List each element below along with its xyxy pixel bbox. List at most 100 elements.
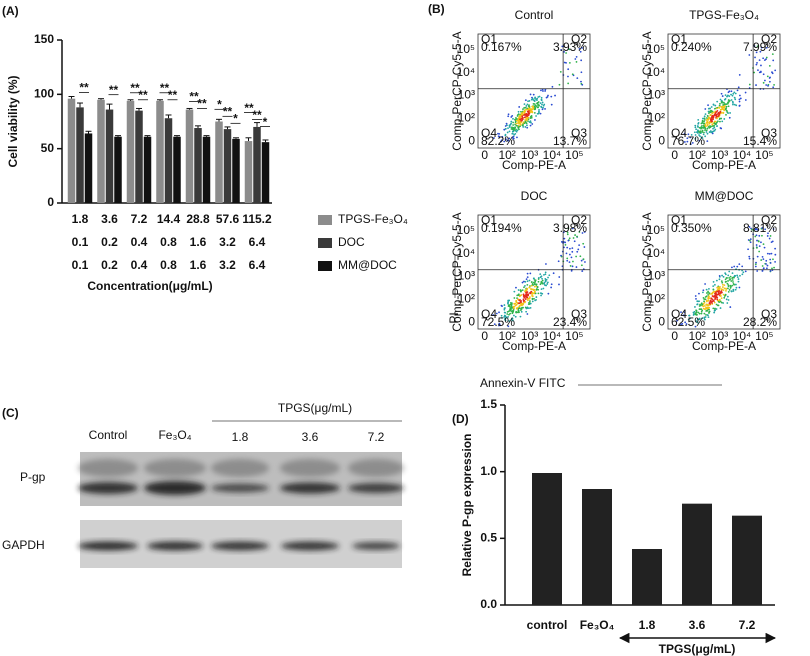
- event-dot: [711, 295, 714, 297]
- concentration-label: 3.2: [219, 235, 236, 249]
- event-dot: [771, 53, 774, 56]
- event-dot: [756, 246, 758, 249]
- event-dot: [720, 92, 723, 95]
- event-dot: [531, 282, 534, 285]
- event-dot: [726, 295, 729, 298]
- event-dot: [497, 132, 499, 135]
- event-dot: [748, 257, 751, 260]
- concentration-label: 3.6: [101, 212, 118, 226]
- event-dot: [728, 270, 731, 273]
- event-dot: [507, 127, 509, 130]
- event-dot: [578, 244, 581, 246]
- event-dot: [738, 104, 741, 107]
- event-dot: [545, 284, 548, 287]
- quadrant-value: 0.350%: [671, 221, 712, 235]
- event-dot: [734, 283, 737, 286]
- event-dot: [524, 289, 527, 292]
- event-dot: [762, 73, 765, 76]
- flow-x-tick: 10⁵: [755, 148, 773, 162]
- event-dot: [508, 126, 511, 128]
- event-dot: [708, 121, 711, 124]
- flow-x-tick: 10⁵: [565, 148, 583, 162]
- event-dot: [710, 106, 713, 108]
- event-dot: [731, 266, 733, 269]
- event-dot: [757, 240, 760, 243]
- event-dot: [765, 259, 768, 262]
- event-dot: [774, 247, 777, 250]
- event-dot: [701, 131, 704, 133]
- event-dot: [683, 132, 686, 135]
- event-dot: [527, 112, 530, 115]
- event-dot: [717, 115, 720, 118]
- bar: [682, 503, 712, 605]
- event-dot: [704, 108, 707, 110]
- event-dot: [575, 255, 578, 258]
- event-dot: [554, 94, 556, 97]
- quadrant-value: 15.4%: [743, 134, 777, 148]
- legend-swatch: [318, 215, 332, 225]
- event-dot: [561, 240, 563, 243]
- event-dot: [535, 296, 538, 298]
- event-dot: [513, 307, 515, 310]
- flow-title: DOC: [521, 189, 548, 203]
- event-dot: [716, 296, 719, 299]
- event-dot: [546, 96, 549, 98]
- event-dot: [694, 306, 696, 308]
- event-dot: [696, 321, 699, 324]
- event-dot: [695, 320, 698, 323]
- event-dot: [550, 283, 553, 286]
- flow-x-tick: 0: [481, 148, 488, 162]
- event-dot: [523, 103, 526, 106]
- event-dot: [689, 317, 692, 320]
- event-dot: [703, 131, 705, 134]
- blot-band: [147, 541, 203, 551]
- event-dot: [511, 126, 513, 129]
- event-dot: [712, 288, 715, 291]
- event-dot: [715, 114, 718, 117]
- error-bar: [136, 107, 142, 111]
- event-dot: [718, 104, 721, 107]
- event-dot: [566, 233, 569, 236]
- event-dot: [504, 307, 506, 309]
- concentration-label: 6.4: [249, 258, 266, 272]
- event-dot: [696, 129, 699, 132]
- event-dot: [533, 282, 536, 285]
- event-dot: [570, 256, 573, 259]
- event-dot: [540, 96, 543, 99]
- bar: [114, 136, 122, 203]
- y-axis-label: Cell viability (%): [6, 75, 20, 167]
- event-dot: [543, 273, 545, 276]
- event-dot: [709, 111, 712, 113]
- event-dot: [700, 312, 703, 315]
- event-dot: [698, 139, 701, 142]
- concentration-label: 57.6: [216, 212, 240, 226]
- event-dot: [702, 291, 704, 294]
- event-dot: [717, 291, 720, 294]
- event-dot: [534, 292, 537, 295]
- flow-x-tick: 10⁵: [755, 329, 773, 343]
- event-dot: [508, 310, 510, 313]
- event-dot: [715, 107, 718, 110]
- event-dot: [533, 111, 536, 114]
- error-bar: [262, 139, 269, 143]
- event-dot: [706, 121, 709, 124]
- event-dot: [495, 312, 498, 315]
- flow-x-tick: 0: [671, 148, 678, 162]
- significance: **: [244, 101, 254, 115]
- event-dot: [511, 302, 513, 305]
- flow-x-tick: 10⁴: [543, 148, 562, 162]
- event-dot: [529, 111, 532, 114]
- event-dot: [511, 130, 514, 133]
- event-dot: [581, 83, 584, 86]
- event-dot: [521, 289, 524, 292]
- event-dot: [708, 112, 710, 115]
- blot-band: [348, 483, 404, 493]
- event-dot: [528, 307, 530, 310]
- event-dot: [707, 293, 710, 296]
- event-dot: [534, 280, 537, 283]
- event-dot: [718, 292, 721, 295]
- event-dot: [724, 98, 727, 100]
- event-dot: [727, 299, 730, 301]
- event-dot: [544, 271, 547, 274]
- event-dot: [531, 97, 534, 100]
